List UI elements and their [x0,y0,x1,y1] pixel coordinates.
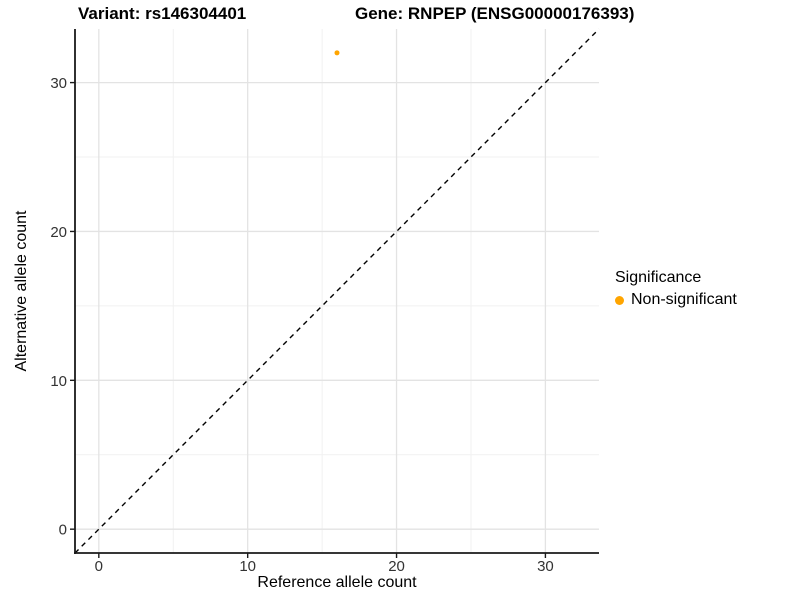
y-tick-label: 0 [59,522,67,539]
x-tick-label: 20 [388,558,405,575]
legend-entry-label: Non-significant [631,291,737,308]
legend-entry-non-significant: Non-significant [615,291,737,309]
legend-point-icon [615,295,624,305]
legend: Significance Non-significant [615,269,737,309]
variant-title: Variant: rs146304401 [78,4,247,23]
x-axis-title: Reference allele count [257,574,417,591]
x-tick-label: 30 [537,558,554,575]
x-tick-label: 0 [95,558,103,575]
y-tick-label: 30 [50,75,67,92]
legend-title: Significance [615,269,702,286]
data-point [334,50,340,56]
gene-title: Gene: RNPEP (ENSG00000176393) [355,4,635,23]
y-tick-label: 20 [50,224,67,241]
y-tick-label: 10 [50,373,67,390]
y-axis-title: Alternative allele count [13,210,30,372]
x-tick-label: 10 [239,558,256,575]
identity-dashed-line [74,28,600,554]
